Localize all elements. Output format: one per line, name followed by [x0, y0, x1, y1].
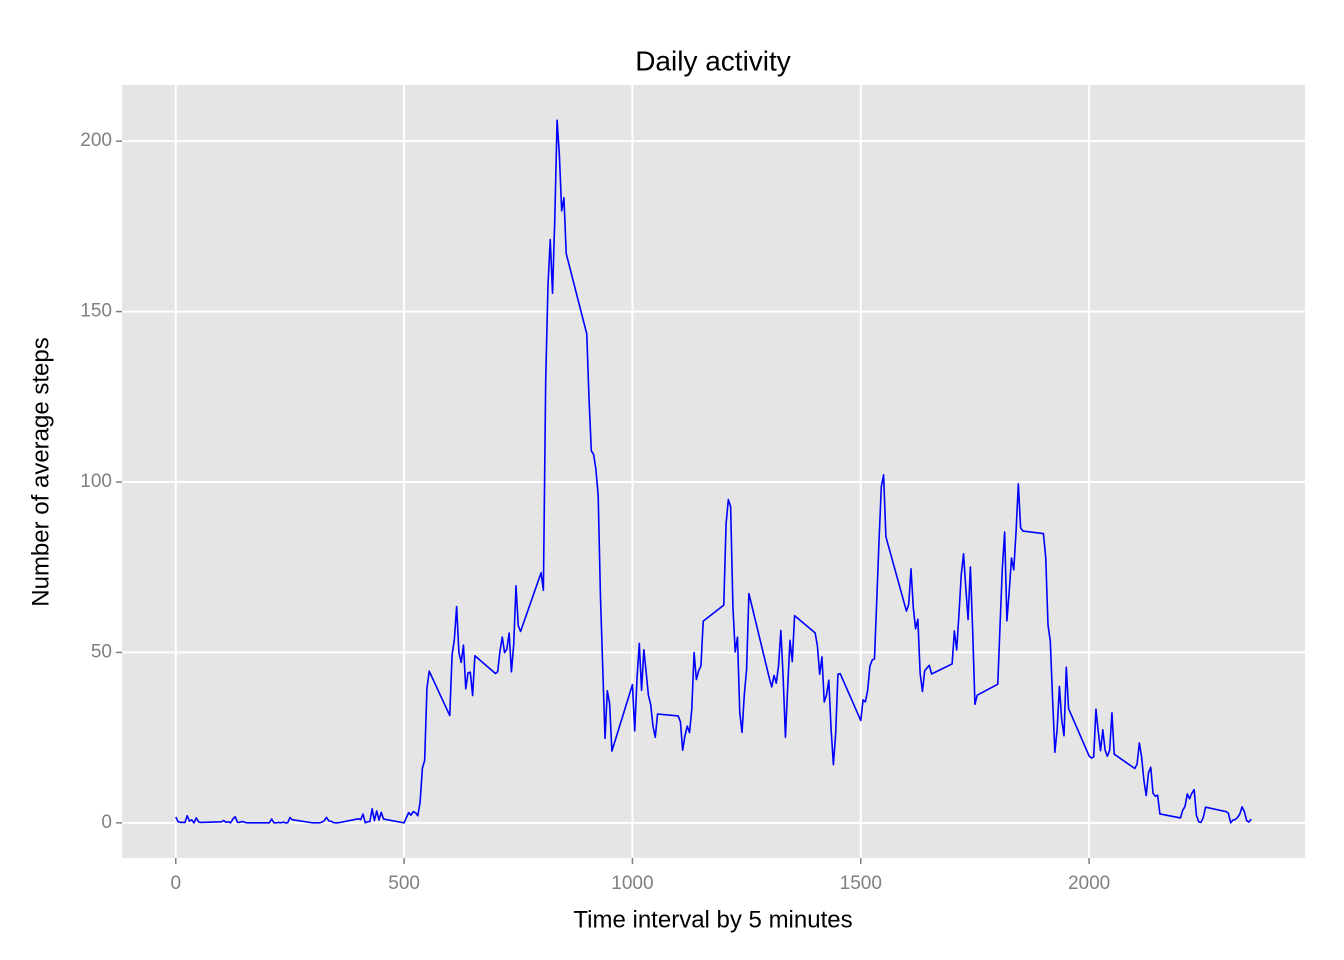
y-tick-label: 50 — [91, 641, 112, 662]
y-tick-label: 200 — [80, 130, 112, 151]
x-tick-label: 0 — [170, 873, 181, 894]
plot-panel — [122, 85, 1305, 858]
data-line — [175, 119, 1252, 824]
x-tick-label: 2000 — [1068, 873, 1110, 894]
chart-title: Daily activity — [635, 45, 791, 76]
y-tick-label: 0 — [101, 812, 112, 833]
x-tick-label: 1500 — [840, 873, 882, 894]
x-tick-label: 500 — [388, 873, 420, 894]
x-tick-label: 1000 — [611, 873, 653, 894]
y-tick-label: 150 — [80, 301, 112, 322]
y-tick-label: 100 — [80, 471, 112, 492]
x-axis-label: Time interval by 5 minutes — [573, 906, 852, 933]
y-axis-label: Number of average steps — [27, 337, 54, 606]
